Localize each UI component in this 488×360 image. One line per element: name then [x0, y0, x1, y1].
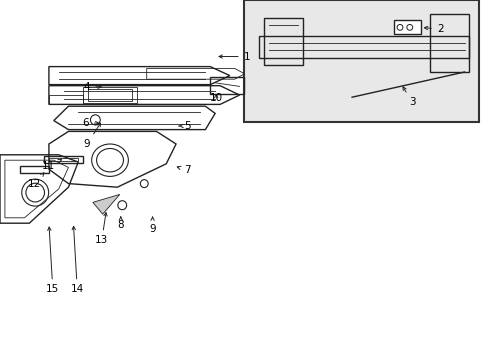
Text: 8: 8 — [117, 217, 124, 230]
Text: 14: 14 — [70, 226, 84, 294]
Text: 12: 12 — [27, 173, 44, 189]
Text: 9: 9 — [149, 217, 156, 234]
Text: 6: 6 — [82, 118, 99, 128]
Text: 10: 10 — [209, 93, 222, 103]
Text: 2: 2 — [424, 24, 443, 34]
Text: 9: 9 — [83, 123, 101, 149]
Bar — [393, 20, 420, 34]
Text: 13: 13 — [95, 213, 108, 246]
Text: 7: 7 — [177, 165, 190, 175]
Bar — [244, 0, 478, 122]
Text: 1: 1 — [219, 51, 250, 62]
Text: 5: 5 — [179, 121, 191, 131]
Text: 15: 15 — [46, 227, 60, 294]
Text: 4: 4 — [83, 82, 101, 92]
Text: 3: 3 — [402, 87, 415, 107]
Text: 11: 11 — [42, 159, 61, 171]
Polygon shape — [93, 194, 120, 214]
